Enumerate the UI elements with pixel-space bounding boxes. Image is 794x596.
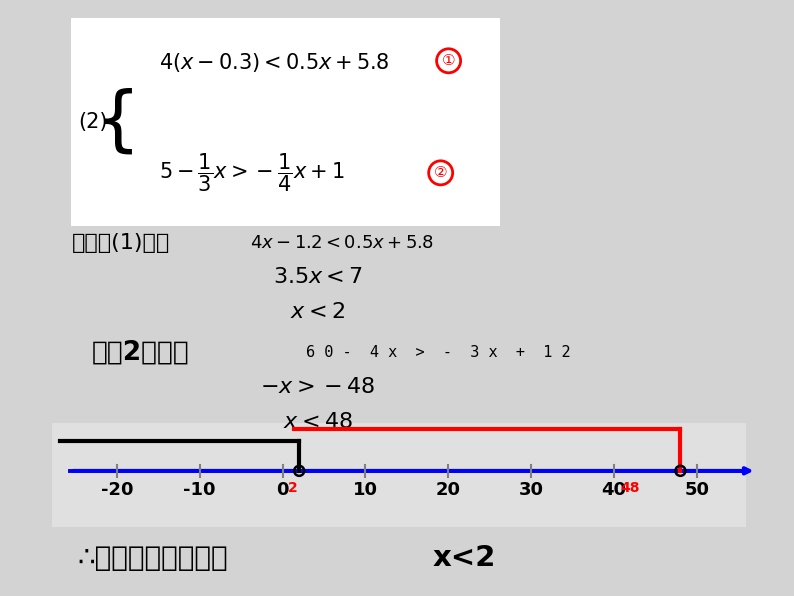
Text: ∴不等式组的解集是: ∴不等式组的解集是 xyxy=(78,545,229,572)
Text: 20: 20 xyxy=(436,481,461,499)
Text: $-x>-48$: $-x>-48$ xyxy=(260,377,376,398)
Text: 10: 10 xyxy=(353,481,378,499)
Text: $4\left(x-0.3\right)<0.5x+5.8$: $4\left(x-0.3\right)<0.5x+5.8$ xyxy=(159,51,390,74)
Text: 解：由(1)得：: 解：由(1)得： xyxy=(71,232,170,253)
Text: $x<48$: $x<48$ xyxy=(283,412,353,432)
Text: ①: ① xyxy=(441,53,456,69)
Text: -20: -20 xyxy=(101,481,133,499)
Text: 2: 2 xyxy=(287,481,298,495)
Text: $x<2$: $x<2$ xyxy=(290,302,345,322)
Text: 48: 48 xyxy=(620,481,640,495)
Text: 40: 40 xyxy=(602,481,626,499)
Text: 由（2）得：: 由（2）得： xyxy=(91,340,189,366)
Text: 0: 0 xyxy=(276,481,289,499)
Text: $4x-1.2<0.5x+5.8$: $4x-1.2<0.5x+5.8$ xyxy=(250,234,434,252)
Text: {: { xyxy=(94,88,141,157)
Text: (2): (2) xyxy=(78,112,107,132)
Text: x<2: x<2 xyxy=(433,545,496,572)
Text: ②: ② xyxy=(434,165,448,181)
Text: 50: 50 xyxy=(684,481,710,499)
Text: 30: 30 xyxy=(518,481,544,499)
Text: $3.5x<7$: $3.5x<7$ xyxy=(272,267,363,287)
FancyBboxPatch shape xyxy=(52,423,746,527)
Text: $5-\dfrac{1}{3}x>-\dfrac{1}{4}x+1$: $5-\dfrac{1}{3}x>-\dfrac{1}{4}x+1$ xyxy=(159,151,345,194)
Text: 6 0 -  4 x  >  -  3 x  +  1 2: 6 0 - 4 x > - 3 x + 1 2 xyxy=(306,345,570,361)
Text: -10: -10 xyxy=(183,481,216,499)
FancyBboxPatch shape xyxy=(71,18,500,226)
